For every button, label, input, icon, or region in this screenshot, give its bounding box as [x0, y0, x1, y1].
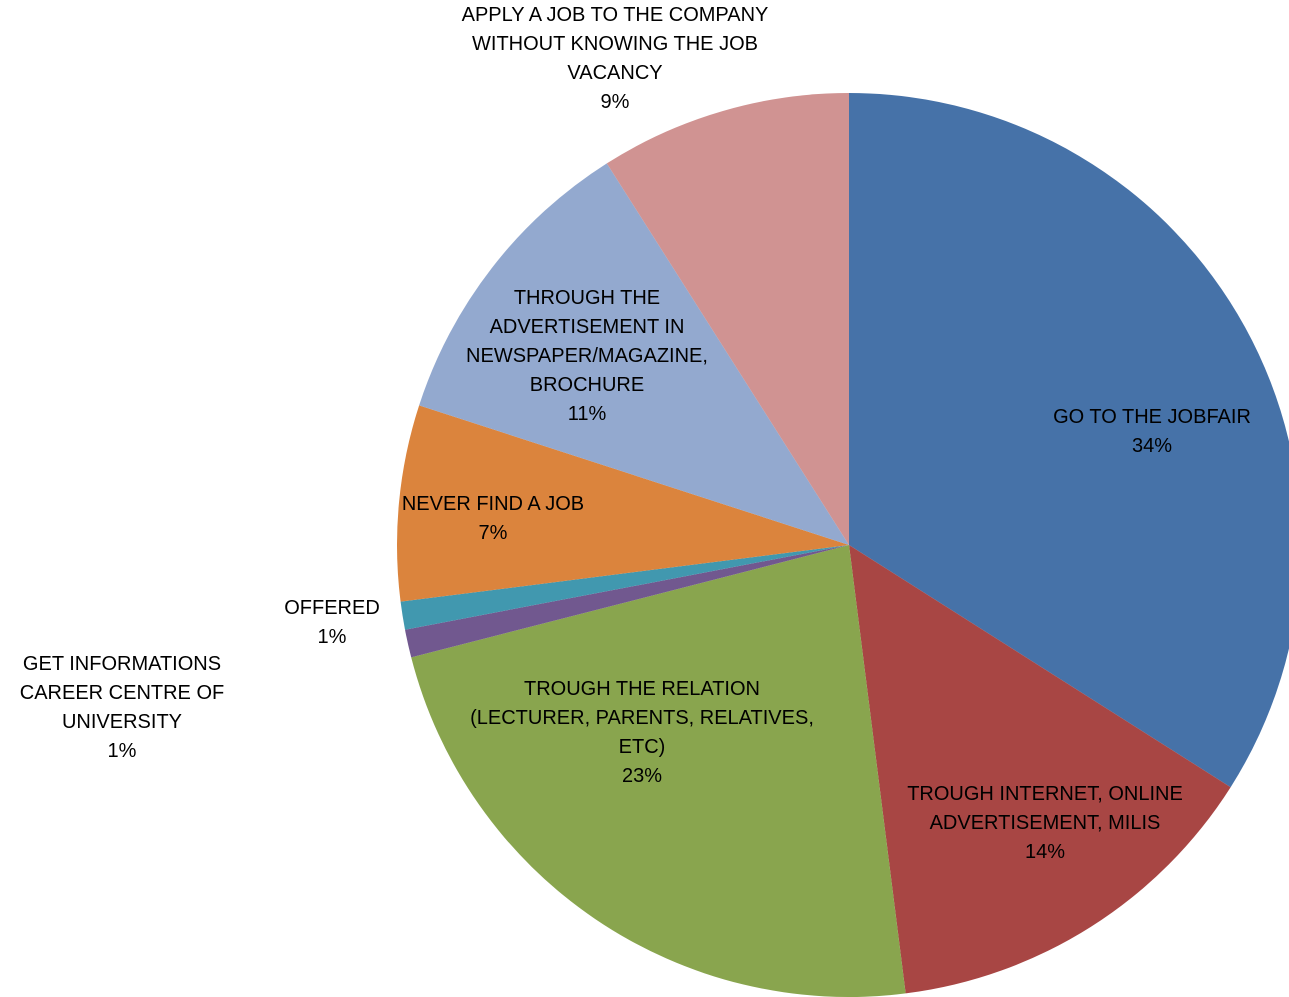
slice-label-6: NEVER FIND A JOB 7%: [402, 493, 584, 544]
pie-slice-5: [400, 545, 849, 630]
slice-category-label: ETC): [619, 736, 666, 758]
slice-category-label: UNIVERSITY: [62, 711, 182, 733]
slice-percent-label: 34%: [1132, 435, 1172, 457]
slice-category-label: OFFERED: [284, 597, 380, 619]
slice-category-label: VACANCY: [567, 62, 662, 84]
slice-label-5: OFFERED 1%: [284, 597, 380, 648]
slice-category-label: NEWSPAPER/MAGAZINE,: [466, 345, 708, 367]
slice-category-label: THROUGH THE: [514, 287, 660, 309]
slice-category-label: (LECTURER, PARENTS, RELATIVES,: [470, 707, 814, 729]
slice-category-label: TROUGH THE RELATION: [524, 678, 760, 700]
slice-label-7: THROUGH THE ADVERTISEMENT IN NEWSPAPER/MAG…: [466, 287, 708, 425]
slice-percent-label: 9%: [601, 91, 630, 113]
pie-labels: GO TO THE JOBFAIR 34% TROUGH INTERNET, ONL…: [20, 4, 1251, 863]
pie-slices: [397, 93, 1289, 997]
slice-category-label: BROCHURE: [530, 374, 644, 396]
slice-percent-label: 11%: [568, 403, 607, 425]
slice-label-2: TROUGH INTERNET, ONLINE ADVERTISEMENT, MI…: [907, 783, 1183, 863]
slice-category-label: CAREER CENTRE OF: [20, 682, 224, 704]
slice-category-label: ADVERTISEMENT, MILIS: [930, 812, 1161, 834]
pie-slice-7: [419, 163, 849, 546]
pie-slice-1: [849, 93, 1289, 788]
slice-percent-label: 14%: [1025, 841, 1065, 863]
pie-slice-2: [849, 545, 1231, 994]
slice-category-label: APPLY A JOB TO THE COMPANY: [462, 4, 769, 26]
pie-slice-6: [397, 405, 849, 602]
slice-category-label: GO TO THE JOBFAIR: [1053, 406, 1251, 428]
slice-label-1: GO TO THE JOBFAIR 34%: [1053, 406, 1251, 457]
slice-category-label: TROUGH INTERNET, ONLINE: [907, 783, 1183, 805]
slice-category-label: GET INFORMATIONS: [23, 653, 221, 675]
slice-percent-label: 23%: [622, 765, 662, 787]
pie-slice-3: [411, 545, 906, 997]
slice-label-4: GET INFORMATIONS CAREER CENTRE OF UNIVERSI…: [20, 653, 224, 762]
slice-label-3: TROUGH THE RELATION (LECTURER, PARENTS, R…: [470, 678, 814, 787]
pie-slice-8: [606, 93, 849, 545]
slice-category-label: NEVER FIND A JOB: [402, 493, 584, 515]
slice-percent-label: 1%: [318, 626, 347, 648]
pie-slice-4: [405, 545, 849, 658]
slice-category-label: WITHOUT KNOWING THE JOB: [472, 33, 758, 55]
slice-category-label: ADVERTISEMENT IN: [490, 316, 685, 338]
slice-percent-label: 1%: [108, 740, 137, 762]
slice-label-8: APPLY A JOB TO THE COMPANY WITHOUT KNOWIN…: [462, 4, 769, 113]
slice-percent-label: 7%: [479, 522, 508, 544]
